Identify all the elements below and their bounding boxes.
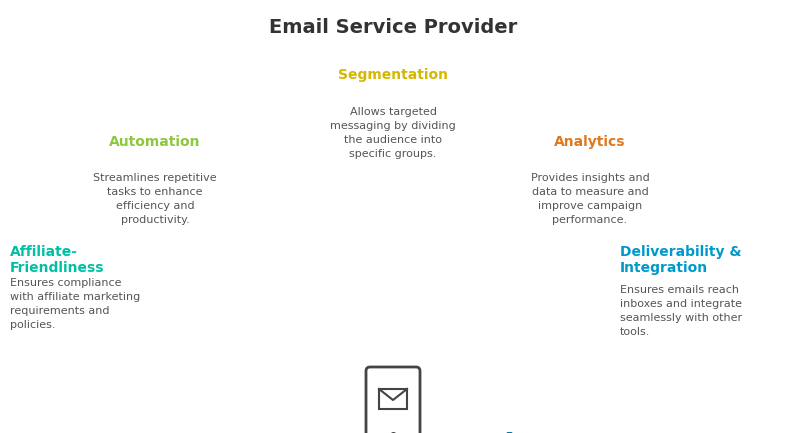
Text: Streamlines repetitive
tasks to enhance
efficiency and
productivity.: Streamlines repetitive tasks to enhance … <box>94 173 217 225</box>
Text: Affiliate-
Friendliness: Affiliate- Friendliness <box>10 245 105 275</box>
Text: Deliverability &
Integration: Deliverability & Integration <box>620 245 741 275</box>
Text: Analytics: Analytics <box>554 135 626 149</box>
Text: Allows targeted
messaging by dividing
the audience into
specific groups.: Allows targeted messaging by dividing th… <box>330 107 456 159</box>
Text: Email Service Provider: Email Service Provider <box>269 18 517 37</box>
Text: Segmentation: Segmentation <box>338 68 448 82</box>
FancyBboxPatch shape <box>366 367 420 433</box>
Text: Provides insights and
data to measure and
improve campaign
performance.: Provides insights and data to measure an… <box>531 173 649 225</box>
Text: Ensures compliance
with affiliate marketing
requirements and
policies.: Ensures compliance with affiliate market… <box>10 278 140 330</box>
Bar <box>379 389 407 409</box>
Text: Ensures emails reach
inboxes and integrate
seamlessly with other
tools.: Ensures emails reach inboxes and integra… <box>620 285 742 337</box>
Text: Automation: Automation <box>109 135 200 149</box>
